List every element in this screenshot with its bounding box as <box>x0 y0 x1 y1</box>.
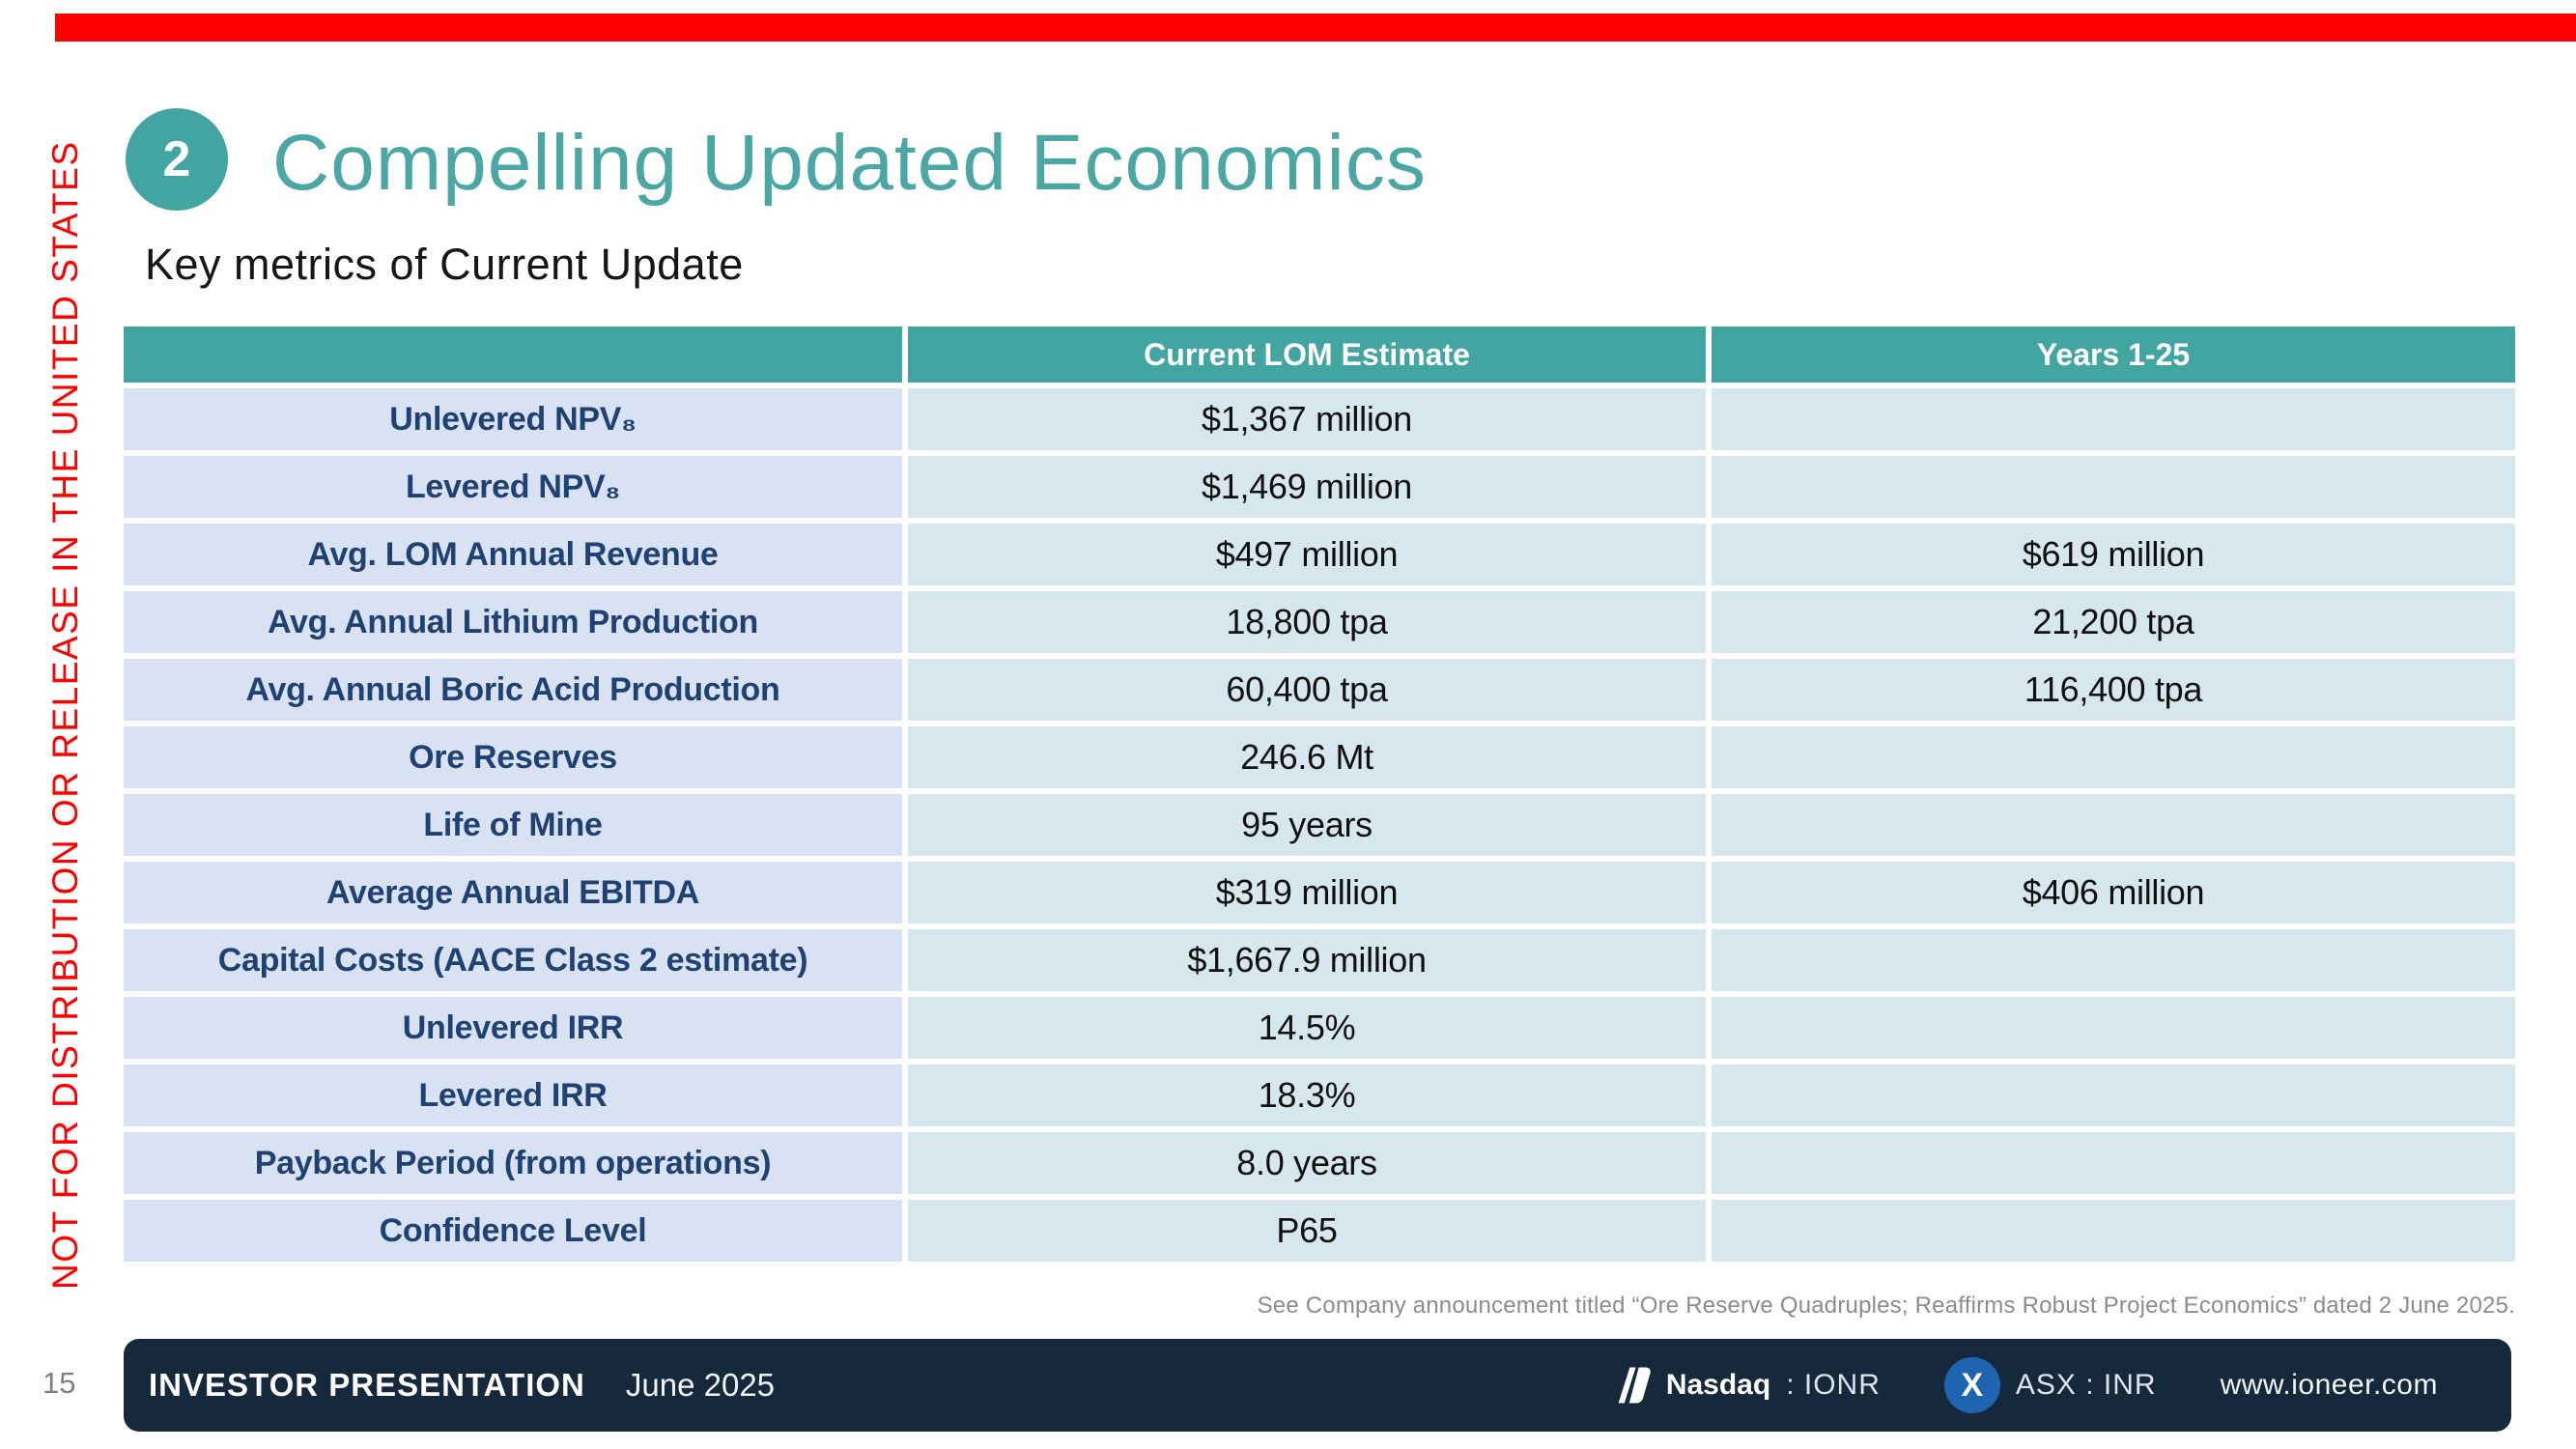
footer-left-group: INVESTOR PRESENTATION June 2025 <box>149 1367 775 1404</box>
metric-years-6 <box>1712 794 2515 856</box>
metric-label-7: Average Annual EBITDA <box>124 862 902 923</box>
source-footnote: See Company announcement titled “Ore Res… <box>1257 1293 2515 1319</box>
metric-years-12 <box>1712 1200 2515 1262</box>
metric-current-6: 95 years <box>908 794 1706 856</box>
website-url: www.ioneer.com <box>2220 1369 2438 1401</box>
metric-current-11: 8.0 years <box>908 1132 1706 1194</box>
metric-years-5 <box>1712 726 2515 788</box>
page-title: Compelling Updated Economics <box>272 119 1427 207</box>
metric-years-11 <box>1712 1132 2515 1194</box>
metric-label-10: Levered IRR <box>124 1065 902 1126</box>
metric-current-7: $319 million <box>908 862 1706 923</box>
footer-presentation-label: INVESTOR PRESENTATION <box>149 1367 585 1403</box>
metric-current-10: 18.3% <box>908 1065 1706 1126</box>
vertical-disclaimer-text: NOT FOR DISTRIBUTION OR RELEASE IN THE U… <box>45 140 85 1291</box>
asx-listing: ASX : INR <box>2015 1369 2157 1401</box>
metric-years-0 <box>1712 388 2515 450</box>
metric-years-9 <box>1712 997 2515 1059</box>
metric-label-0: Unlevered NPV₈ <box>124 388 902 450</box>
metric-label-2: Avg. LOM Annual Revenue <box>124 524 902 585</box>
page-subtitle: Key metrics of Current Update <box>145 240 744 289</box>
metric-label-9: Unlevered IRR <box>124 997 902 1059</box>
metric-current-5: 246.6 Mt <box>908 726 1706 788</box>
metric-years-10 <box>1712 1065 2515 1126</box>
footer-bar: INVESTOR PRESENTATION June 2025 Nasdaq :… <box>124 1339 2511 1432</box>
table-header-current-lom: Current LOM Estimate <box>908 327 1706 383</box>
metric-current-9: 14.5% <box>908 997 1706 1059</box>
nasdaq-logo-icon <box>1618 1367 1651 1404</box>
metric-years-8 <box>1712 929 2515 991</box>
metric-current-0: $1,367 million <box>908 388 1706 450</box>
metric-years-4: 116,400 tpa <box>1712 659 2515 721</box>
metric-label-11: Payback Period (from operations) <box>124 1132 902 1194</box>
metric-current-8: $1,667.9 million <box>908 929 1706 991</box>
asx-logo-icon: X <box>1943 1357 2000 1413</box>
slide-badge-number: 2 <box>162 131 191 187</box>
metric-label-3: Avg. Annual Lithium Production <box>124 591 902 653</box>
red-warning-banner <box>55 14 2576 42</box>
metric-label-4: Avg. Annual Boric Acid Production <box>124 659 902 721</box>
footer-right-group: Nasdaq : IONR X ASX : INR www.ioneer.com <box>1618 1357 2438 1413</box>
metric-current-2: $497 million <box>908 524 1706 585</box>
metric-label-6: Life of Mine <box>124 794 902 856</box>
metric-current-4: 60,400 tpa <box>908 659 1706 721</box>
metric-current-3: 18,800 tpa <box>908 591 1706 653</box>
nasdaq-ticker: : IONR <box>1786 1369 1881 1401</box>
metric-years-3: 21,200 tpa <box>1712 591 2515 653</box>
table-header-years-1-25: Years 1-25 <box>1712 327 2515 383</box>
key-metrics-table: Current LOM Estimate Years 1-25 Unlevere… <box>124 327 2515 1262</box>
metric-years-7: $406 million <box>1712 862 2515 923</box>
metric-label-12: Confidence Level <box>124 1200 902 1262</box>
page-number: 15 <box>42 1366 76 1400</box>
footer-date: June 2025 <box>625 1367 776 1403</box>
metric-current-12: P65 <box>908 1200 1706 1262</box>
table-header-metric <box>124 327 902 383</box>
metric-years-2: $619 million <box>1712 524 2515 585</box>
metric-label-5: Ore Reserves <box>124 726 902 788</box>
metric-label-8: Capital Costs (AACE Class 2 estimate) <box>124 929 902 991</box>
metric-current-1: $1,469 million <box>908 456 1706 518</box>
metric-years-1 <box>1712 456 2515 518</box>
slide-number-badge: 2 <box>126 108 228 211</box>
nasdaq-name: Nasdaq <box>1665 1369 1771 1401</box>
metric-label-1: Levered NPV₈ <box>124 456 902 518</box>
